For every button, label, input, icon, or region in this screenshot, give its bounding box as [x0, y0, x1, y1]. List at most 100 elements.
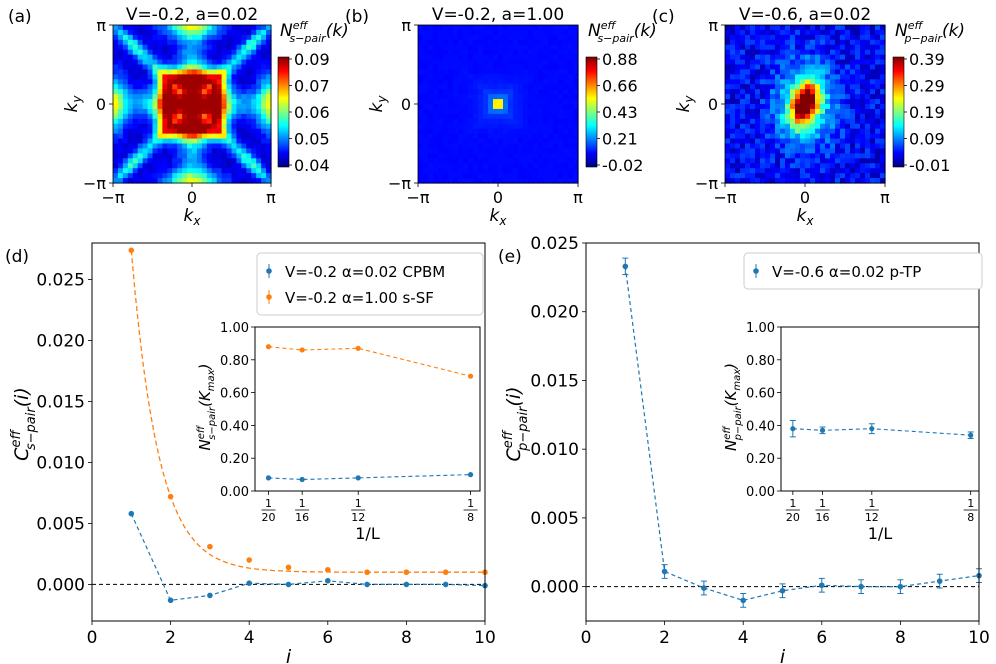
heatmap-cell: [745, 89, 751, 95]
heatmap-cell: [448, 123, 454, 130]
inset-frame: [780, 326, 980, 492]
heatmap-cell: [770, 158, 776, 164]
heatmap-cell: [261, 173, 267, 179]
heatmap-cell: [167, 113, 173, 120]
inset-x-tick-numerator: 1: [265, 497, 272, 510]
heatmap-cell: [880, 113, 886, 120]
heatmap-cell: [132, 74, 139, 80]
heatmap-cell: [533, 34, 539, 41]
heatmap-cell: [830, 138, 836, 145]
heatmap-cell: [428, 44, 434, 51]
heatmap-cell: [805, 84, 811, 90]
heatmap-cell: [730, 84, 736, 90]
heatmap-cell: [845, 128, 851, 135]
heatmap-cell: [167, 94, 173, 100]
inset-data-point: [299, 476, 305, 483]
heatmap-cell: [488, 108, 494, 115]
heatmap-cell: [172, 133, 178, 140]
heatmap-cell: [533, 79, 539, 85]
heatmap-cell: [870, 128, 876, 135]
heatmap-cell: [815, 74, 821, 80]
y-tick-label: −π: [83, 174, 106, 193]
heatmap-cell: [261, 133, 267, 140]
heatmap-cell: [162, 148, 168, 154]
heatmap-cell: [820, 64, 826, 71]
heatmap-cell: [875, 64, 881, 71]
x-tick-label: 4: [244, 628, 255, 648]
heatmap-cell: [147, 133, 154, 140]
heatmap-cell: [117, 123, 124, 130]
heatmap-cell: [790, 138, 796, 145]
heatmap-cell: [211, 113, 218, 120]
heatmap-cell: [231, 108, 238, 115]
heatmap-cell: [443, 168, 449, 174]
heatmap-cell: [423, 123, 429, 130]
heatmap-cell: [266, 138, 272, 145]
x-tick-label: −π: [713, 188, 736, 207]
heatmap-cell: [840, 74, 846, 80]
heatmap-cell: [196, 94, 203, 100]
heatmap-cell: [147, 59, 154, 66]
heatmap-cell: [563, 118, 569, 125]
heatmap-cell: [251, 34, 257, 41]
heatmap-cell: [513, 99, 519, 105]
heatmap-cell: [226, 168, 233, 174]
heatmap-cell: [875, 104, 881, 110]
heatmap-cell: [558, 143, 564, 150]
heatmap-cell: [132, 163, 139, 169]
heatmap-cell: [810, 138, 816, 145]
heatmap-cell: [167, 178, 173, 184]
heatmap-cell: [543, 158, 549, 164]
heatmap-cell: [418, 34, 424, 41]
heatmap-cell: [113, 25, 119, 31]
heatmap-cell: [785, 34, 791, 41]
heatmap-cell: [142, 118, 149, 125]
heatmap-cell: [805, 79, 811, 85]
heatmap-cell: [473, 118, 479, 125]
heatmap-cell: [810, 163, 816, 169]
heatmap-cell: [548, 173, 554, 179]
heatmap-cell: [433, 178, 439, 184]
heatmap-cell: [835, 108, 841, 115]
heatmap-cell: [825, 168, 831, 174]
heatmap-cell: [266, 118, 272, 125]
heatmap-cell: [770, 128, 776, 135]
heatmap-cell: [448, 54, 454, 61]
heatmap-cell: [573, 108, 579, 115]
heatmap-cell: [770, 59, 776, 66]
heatmap-cell: [750, 94, 756, 100]
heatmap-cell: [548, 128, 554, 135]
heatmap-cell: [251, 128, 257, 135]
heatmap-cell: [573, 168, 579, 174]
heatmap-cell: [172, 173, 178, 179]
heatmap-cell: [740, 94, 746, 100]
heatmap-cell: [453, 64, 459, 71]
heatmap-cell: [770, 34, 776, 41]
heatmap-cell: [840, 39, 846, 46]
heatmap-cell: [157, 79, 163, 85]
heatmap-cell: [488, 143, 494, 150]
heatmap-cell: [458, 59, 464, 66]
heatmap-cell: [825, 128, 831, 135]
heatmap-cell: [187, 89, 193, 95]
heatmap-cell: [730, 34, 736, 41]
heatmap-cell: [127, 64, 134, 71]
heatmap-cell: [528, 123, 534, 130]
heatmap-cell: [142, 89, 149, 95]
heatmap-cell: [251, 133, 257, 140]
heatmap-cell: [142, 178, 149, 184]
heatmap-cell: [453, 74, 459, 80]
heatmap-cell: [780, 123, 786, 130]
heatmap-cell: [196, 153, 203, 159]
data-point: [128, 247, 135, 254]
heatmap-cell: [533, 123, 539, 130]
heatmap-cell: [127, 118, 134, 125]
heatmap-cell: [438, 74, 444, 80]
heatmap-cell: [458, 99, 464, 105]
heatmap-cell: [523, 74, 529, 80]
heatmap-cell: [423, 94, 429, 100]
data-point: [167, 493, 174, 500]
heatmap-cell: [201, 39, 208, 46]
heatmap-cell: [236, 89, 242, 95]
heatmap-cell: [137, 128, 144, 135]
